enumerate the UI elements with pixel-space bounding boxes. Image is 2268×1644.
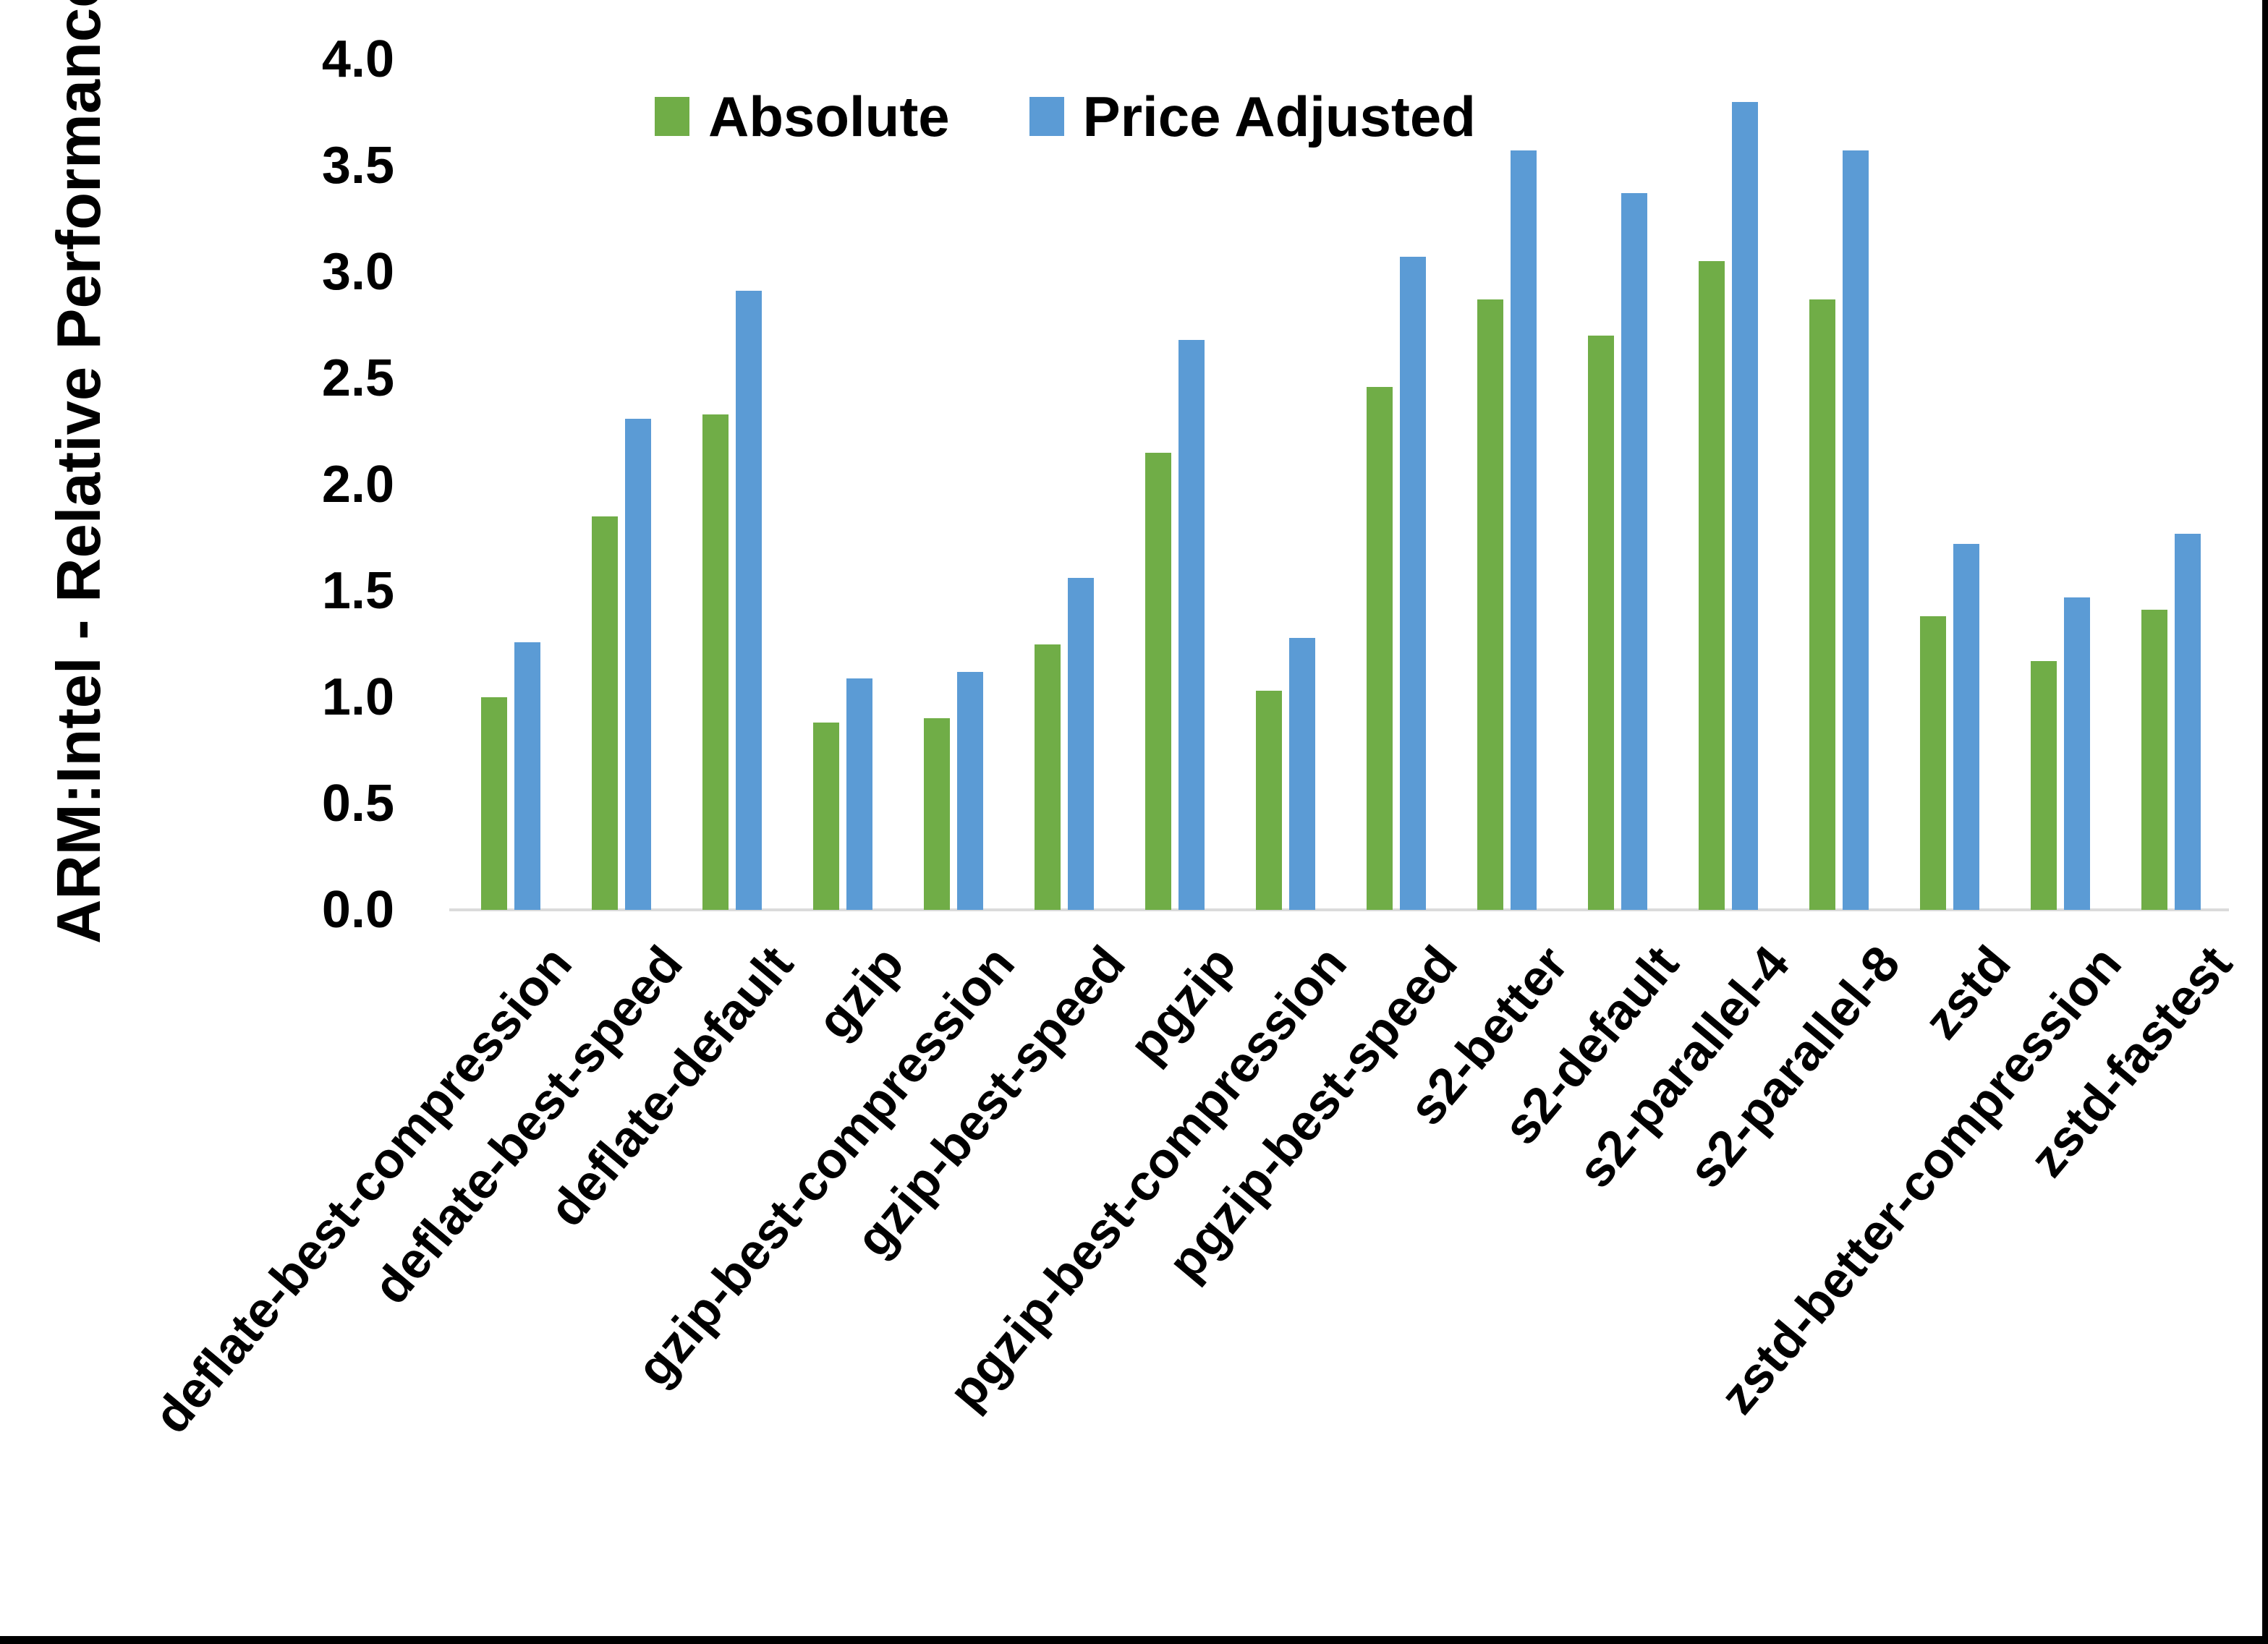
bar-price-adjusted bbox=[1953, 544, 1979, 910]
bar-absolute bbox=[1255, 691, 1282, 910]
bar-price-adjusted bbox=[1621, 193, 1647, 910]
bar-absolute bbox=[1809, 299, 1835, 910]
y-tick-label: 2.5 bbox=[321, 349, 394, 407]
bar-price-adjusted bbox=[624, 418, 651, 910]
bar-absolute bbox=[1144, 452, 1171, 910]
bar-price-adjusted bbox=[1399, 257, 1426, 910]
y-tick-label: 0.5 bbox=[321, 775, 394, 832]
bar-absolute bbox=[591, 516, 618, 910]
bar-price-adjusted bbox=[1067, 578, 1094, 910]
legend-swatch-price-adjusted bbox=[1029, 97, 1064, 136]
y-tick-label: 2.0 bbox=[321, 456, 394, 514]
bar-absolute bbox=[812, 723, 839, 910]
legend-label-absolute: Absolute bbox=[708, 85, 950, 148]
bar-absolute bbox=[1587, 336, 1614, 910]
legend-item-price-adjusted: Price Adjusted bbox=[1029, 88, 1476, 145]
bar-absolute bbox=[480, 697, 507, 910]
legend-swatch-absolute bbox=[655, 97, 689, 136]
y-tick-label: 3.5 bbox=[321, 137, 394, 195]
y-axis-title: ARM:Intel - Relative Performance bbox=[45, 0, 114, 944]
legend: Absolute Price Adjusted bbox=[655, 88, 1476, 145]
plot-area bbox=[455, 59, 2227, 910]
bar-price-adjusted bbox=[1510, 150, 1537, 910]
y-tick-label: 1.0 bbox=[321, 668, 394, 726]
y-tick-label: 1.5 bbox=[321, 562, 394, 620]
bar-price-adjusted bbox=[2063, 597, 2090, 910]
legend-label-price-adjusted: Price Adjusted bbox=[1082, 85, 1476, 148]
bar-price-adjusted bbox=[514, 642, 540, 910]
bar-price-adjusted bbox=[846, 678, 872, 910]
bar-absolute bbox=[1366, 386, 1393, 910]
legend-item-absolute: Absolute bbox=[655, 88, 950, 145]
bar-absolute bbox=[923, 718, 950, 910]
bar-absolute bbox=[2030, 661, 2057, 910]
bar-absolute bbox=[1919, 616, 1946, 910]
bar-price-adjusted bbox=[956, 671, 983, 910]
bar-absolute bbox=[2141, 610, 2167, 910]
y-tick-label: 0.0 bbox=[321, 881, 394, 939]
bar-absolute bbox=[702, 414, 729, 910]
bar-price-adjusted bbox=[1842, 150, 1869, 910]
bar-price-adjusted bbox=[735, 291, 762, 910]
bar-absolute bbox=[1698, 261, 1725, 910]
bar-price-adjusted bbox=[1178, 340, 1205, 910]
bar-price-adjusted bbox=[2174, 533, 2201, 910]
bar-price-adjusted bbox=[1288, 637, 1315, 910]
x-axis-line bbox=[449, 908, 2229, 911]
bar-absolute bbox=[1034, 644, 1061, 910]
y-tick-label: 3.0 bbox=[321, 243, 394, 301]
y-tick-label: 4.0 bbox=[321, 30, 394, 88]
bar-price-adjusted bbox=[1731, 101, 1758, 910]
bar-absolute bbox=[1477, 299, 1503, 910]
